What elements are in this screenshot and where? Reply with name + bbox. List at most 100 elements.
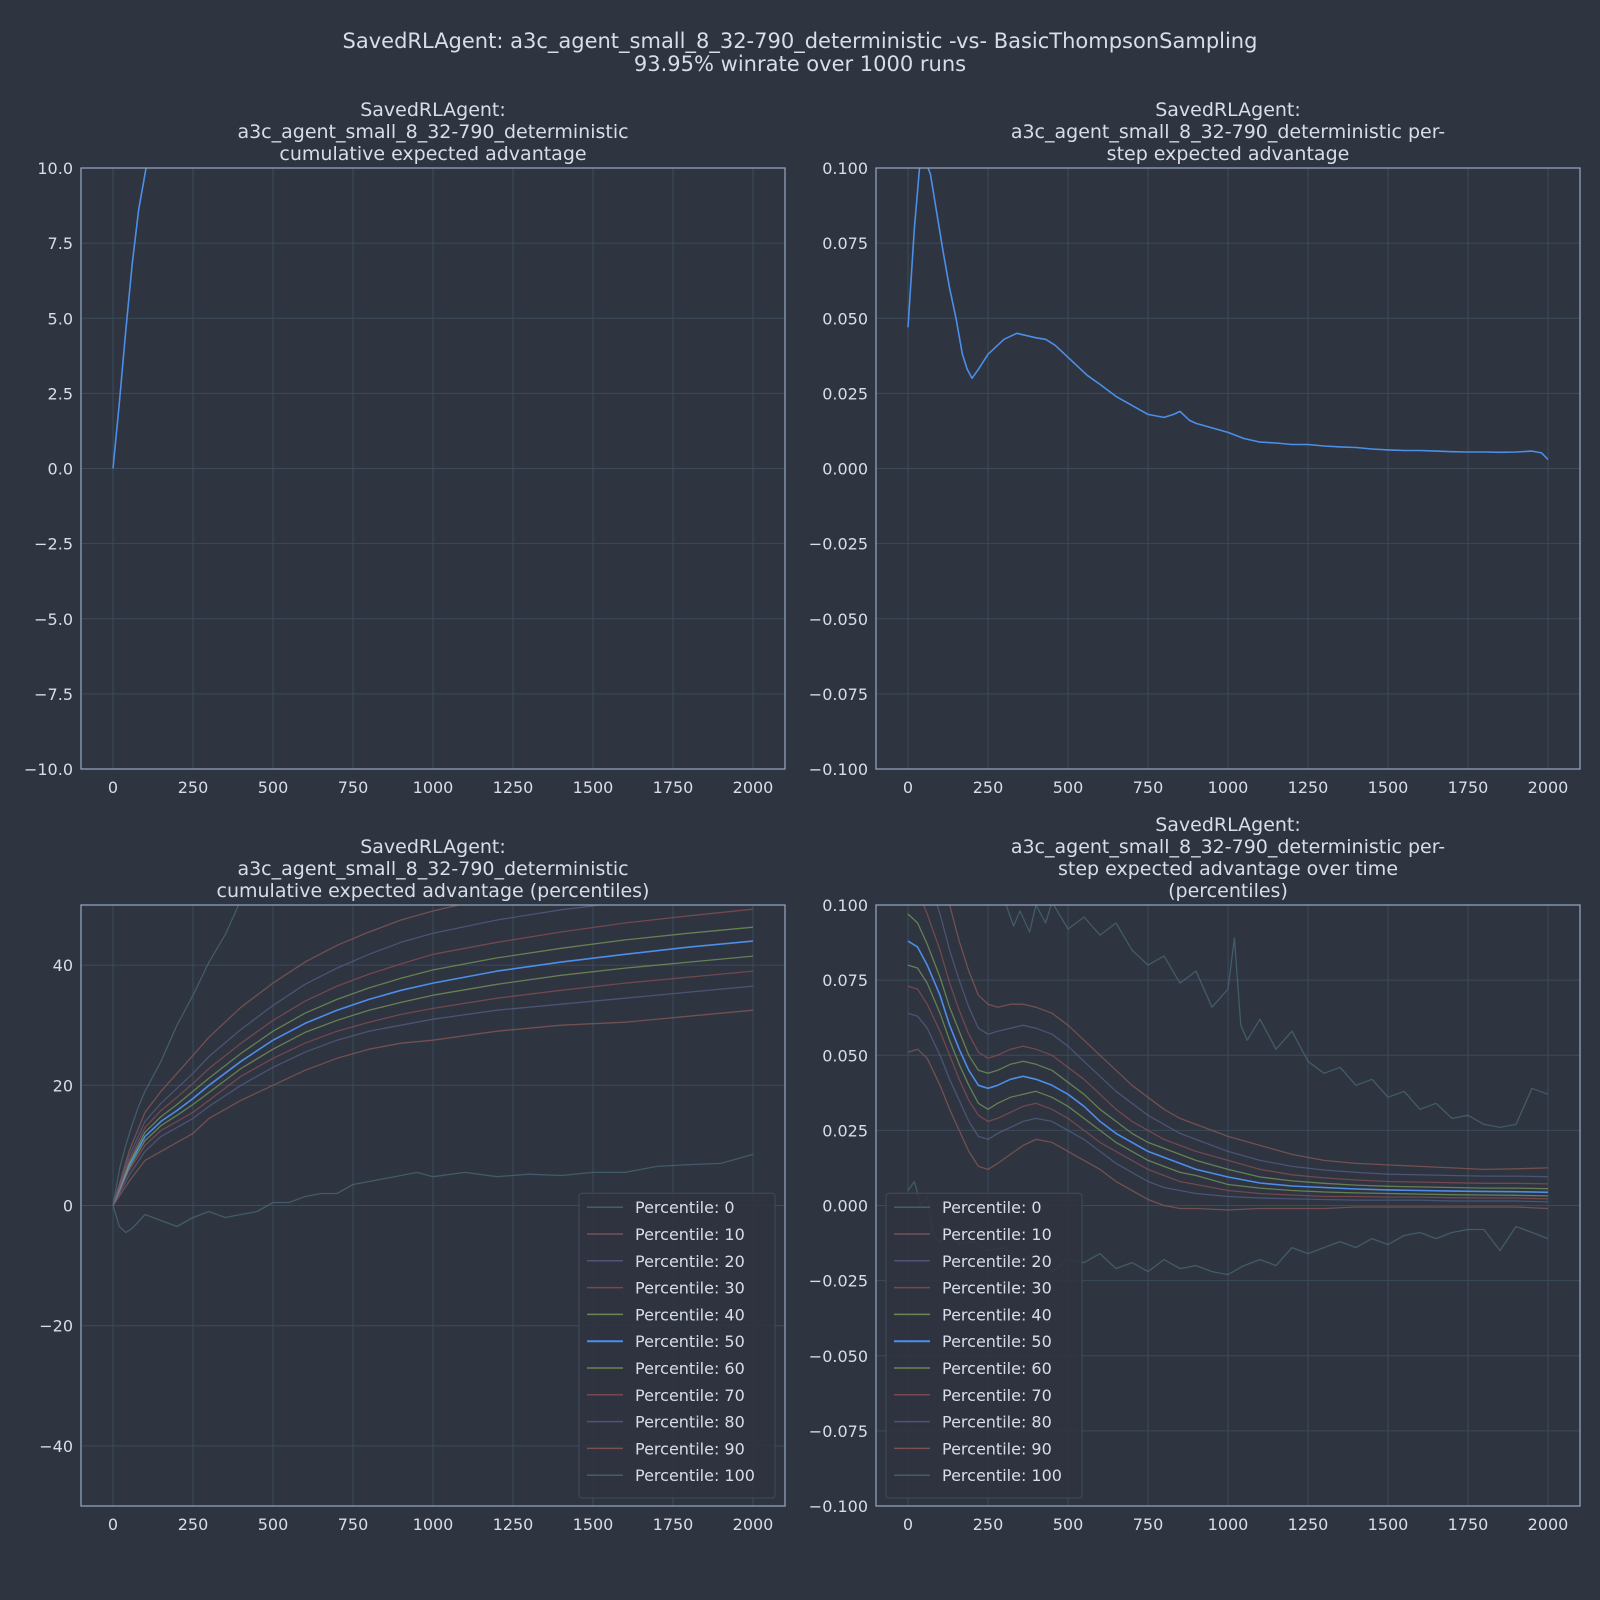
y-tick-label: −0.050 [809, 610, 868, 629]
y-tick-label: 10.0 [37, 159, 73, 178]
legend-label: Percentile: 90 [942, 1439, 1052, 1458]
x-tick-label: 1500 [1368, 1515, 1409, 1534]
legend-label: Percentile: 50 [635, 1332, 745, 1351]
x-tick-label: 0 [903, 1515, 913, 1534]
x-tick-label: 750 [1133, 1515, 1164, 1534]
legend-label: Percentile: 0 [635, 1198, 735, 1217]
series-line-percentile-40 [907, 964, 1549, 1197]
chart-title-line: cumulative expected advantage [279, 143, 586, 165]
legend-label: Percentile: 100 [942, 1466, 1062, 1485]
y-tick-label: −10.0 [24, 760, 73, 779]
y-tick-label: −0.100 [809, 760, 868, 779]
chart-title-line: a3c_agent_small_8_32-790_deterministic [237, 121, 628, 143]
series-group [112, 168, 147, 469]
y-tick-label: −0.100 [809, 1497, 868, 1516]
plot-frame [875, 167, 1581, 770]
legend-label: Percentile: 10 [942, 1225, 1052, 1244]
chart-title-line: step expected advantage over time [1058, 858, 1398, 880]
legend-label: Percentile: 80 [942, 1413, 1052, 1432]
legend-label: Percentile: 70 [635, 1386, 745, 1405]
x-tick-label: 1250 [493, 1515, 534, 1534]
series-line-percentile-100 [112, 905, 240, 1206]
chart-title-line: SavedRLAgent: [360, 836, 506, 858]
figure-suptitle-line-2: 93.95% winrate over 1000 runs [634, 52, 966, 76]
x-tick-label: 1000 [1208, 778, 1249, 797]
y-tick-label: 20 [53, 1076, 73, 1095]
series-line-percentile-80 [112, 905, 606, 1206]
series-line-percentile-90 [112, 905, 462, 1206]
series-line-percentile-40 [112, 955, 754, 1206]
x-tick-label: 1500 [573, 1515, 614, 1534]
legend-label: Percentile: 30 [635, 1279, 745, 1298]
series-group [907, 168, 1549, 461]
y-tick-label: 7.5 [48, 234, 73, 253]
chart-title-line: a3c_agent_small_8_32-790_deterministic [237, 858, 628, 880]
x-tick-label: 500 [1053, 1515, 1084, 1534]
x-tick-label: 1000 [413, 1515, 454, 1534]
legend-label: Percentile: 20 [942, 1252, 1052, 1271]
y-tick-label: −7.5 [34, 685, 73, 704]
x-tick-label: 1750 [653, 778, 694, 797]
y-tick-label: −0.025 [809, 1272, 868, 1291]
chart-title-line: a3c_agent_small_8_32-790_deterministic p… [1011, 121, 1445, 143]
chart-title-line: step expected advantage [1107, 143, 1350, 165]
y-tick-label: 0.025 [822, 384, 868, 403]
series-line-percentile-70 [112, 908, 754, 1206]
y-tick-label: 0.075 [822, 234, 868, 253]
series-line-percentile-50 [112, 940, 754, 1206]
y-tick-label: 2.5 [48, 384, 73, 403]
x-tick-label: 500 [258, 778, 289, 797]
series-line-percentile-90 [948, 905, 1549, 1171]
y-tick-label: −2.5 [34, 535, 73, 554]
legend: Percentile: 0 Percentile: 10 Percentile: 2… [885, 1192, 1083, 1499]
legend-label: Percentile: 70 [942, 1386, 1052, 1405]
x-tick-label: 1000 [1208, 1515, 1249, 1534]
y-tick-label: −0.075 [809, 685, 868, 704]
series-line-percentile-20 [907, 1012, 1549, 1203]
series-line-percentile-80 [936, 905, 1549, 1178]
y-tick-label: −0.025 [809, 535, 868, 554]
series-line-percentile-100 [1005, 905, 1549, 1129]
series-line-percentile-10 [907, 1048, 1549, 1211]
y-tick-label: 0.025 [822, 1121, 868, 1140]
legend-label: Percentile: 20 [635, 1252, 745, 1271]
legend-label: Percentile: 80 [635, 1413, 745, 1432]
series-line-percentile-70 [922, 905, 1549, 1185]
series-line-1 [112, 168, 147, 469]
series-line-percentile-30 [112, 970, 754, 1206]
chart-title-line: cumulative expected advantage (percentil… [217, 880, 650, 902]
chart-panel-1: 0 250 500 750 1000 1250 1500 1750 2000 10.0 7.5 5.0… [24, 99, 786, 797]
y-tick-label: 0 [63, 1197, 73, 1216]
series-line-percentile-50 [907, 940, 1549, 1194]
x-tick-label: 2000 [733, 1515, 774, 1534]
x-tick-label: 250 [973, 778, 1004, 797]
x-tick-label: 250 [178, 1515, 209, 1534]
series-line-percentile-10 [112, 1009, 754, 1206]
chart-title-line: (percentiles) [1168, 880, 1288, 902]
x-tick-label: 1250 [1288, 778, 1329, 797]
series-line-percentile-20 [112, 985, 754, 1206]
series-line-1 [907, 168, 1549, 461]
legend-label: Percentile: 50 [942, 1332, 1052, 1351]
y-tick-label: 0.0 [48, 460, 73, 479]
x-tick-label: 250 [973, 1515, 1004, 1534]
x-tick-label: 0 [108, 1515, 118, 1534]
chart-panel-4: 0 250 500 750 1000 1250 1500 1750 2000 0.100 0.075… [809, 814, 1581, 1534]
y-tick-label: 0.000 [822, 460, 868, 479]
legend-label: Percentile: 100 [635, 1466, 755, 1485]
x-tick-label: 750 [338, 778, 369, 797]
legend-label: Percentile: 40 [635, 1305, 745, 1324]
legend-label: Percentile: 10 [635, 1225, 745, 1244]
legend-label: Percentile: 0 [942, 1198, 1042, 1217]
y-tick-label: 0.075 [822, 971, 868, 990]
x-tick-label: 750 [338, 1515, 369, 1534]
chart-title-line: SavedRLAgent: [360, 99, 506, 121]
y-tick-label: 0.000 [822, 1197, 868, 1216]
legend-box [885, 1192, 1083, 1499]
x-tick-label: 0 [903, 778, 913, 797]
x-tick-label: 500 [1053, 778, 1084, 797]
y-tick-label: −5.0 [34, 610, 73, 629]
legend-label: Percentile: 60 [635, 1359, 745, 1378]
chart-title-line: SavedRLAgent: [1155, 99, 1301, 121]
